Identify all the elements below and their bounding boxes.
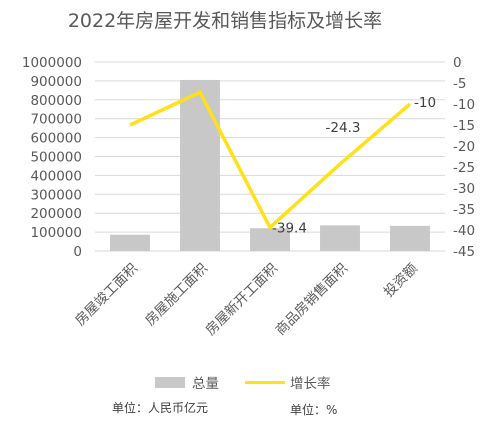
left-tick-label: 100000 (30, 225, 82, 241)
chart-title: 2022年房屋开发和销售指标及增长率 (68, 10, 382, 32)
right-tick-label: -40 (453, 223, 475, 239)
left-tick-label: 700000 (30, 112, 82, 128)
right-tick-label: -25 (453, 160, 475, 176)
gridlines (95, 61, 445, 252)
left-tick-label: 200000 (30, 206, 82, 222)
left-tick-label: 900000 (30, 74, 82, 90)
bar (390, 225, 430, 251)
right-tick-label: -15 (453, 118, 475, 134)
category-label: 商品房销售面积 (273, 261, 351, 339)
unit-left-label: 单位：人民币亿元 (112, 400, 208, 415)
bar (180, 79, 220, 251)
right-tick-label: -30 (453, 181, 475, 197)
legend: 总量 增长率 (155, 375, 331, 392)
bar (320, 225, 360, 251)
right-tick-label: -10 (453, 97, 475, 113)
left-tick-label: 300000 (30, 187, 82, 203)
growth-line-path (129, 89, 412, 231)
category-label: 房屋施工面积 (142, 261, 211, 330)
left-tick-label: 800000 (30, 93, 82, 109)
growth-line (129, 89, 412, 231)
data-label: -24.3 (326, 120, 361, 136)
category-label: 房屋竣工面积 (72, 261, 141, 330)
category-label: 投资额 (381, 260, 421, 300)
left-tick-label: 600000 (30, 131, 82, 147)
left-tick-label: 400000 (30, 168, 82, 184)
legend-swatch-bar (155, 377, 185, 388)
left-tick-label: 500000 (30, 150, 82, 166)
right-axis: 0 -5 -10 -15 -20 -25 -30 -35 -40 -45 (453, 55, 475, 260)
left-tick-label: 1000000 (22, 55, 82, 71)
unit-right-label: 单位：% (290, 402, 337, 417)
right-tick-label: -20 (453, 139, 475, 155)
legend-label-line: 增长率 (290, 375, 331, 392)
right-tick-label: 0 (453, 55, 462, 71)
bars (110, 79, 430, 251)
legend-label-bar: 总量 (192, 376, 219, 392)
data-label: -10 (414, 95, 436, 111)
right-tick-label: -45 (453, 244, 475, 260)
left-tick-label: 0 (73, 244, 82, 260)
bar (250, 228, 290, 251)
data-labels: -39.4 -24.3 -10 (272, 95, 436, 236)
right-tick-label: -35 (453, 202, 475, 218)
right-tick-label: -5 (453, 76, 466, 92)
category-label: 房屋新开工面积 (203, 261, 281, 339)
data-label: -39.4 (272, 220, 307, 236)
left-axis: 0 100000 200000 300000 400000 500000 600000 700… (22, 55, 82, 260)
bar (110, 234, 150, 251)
